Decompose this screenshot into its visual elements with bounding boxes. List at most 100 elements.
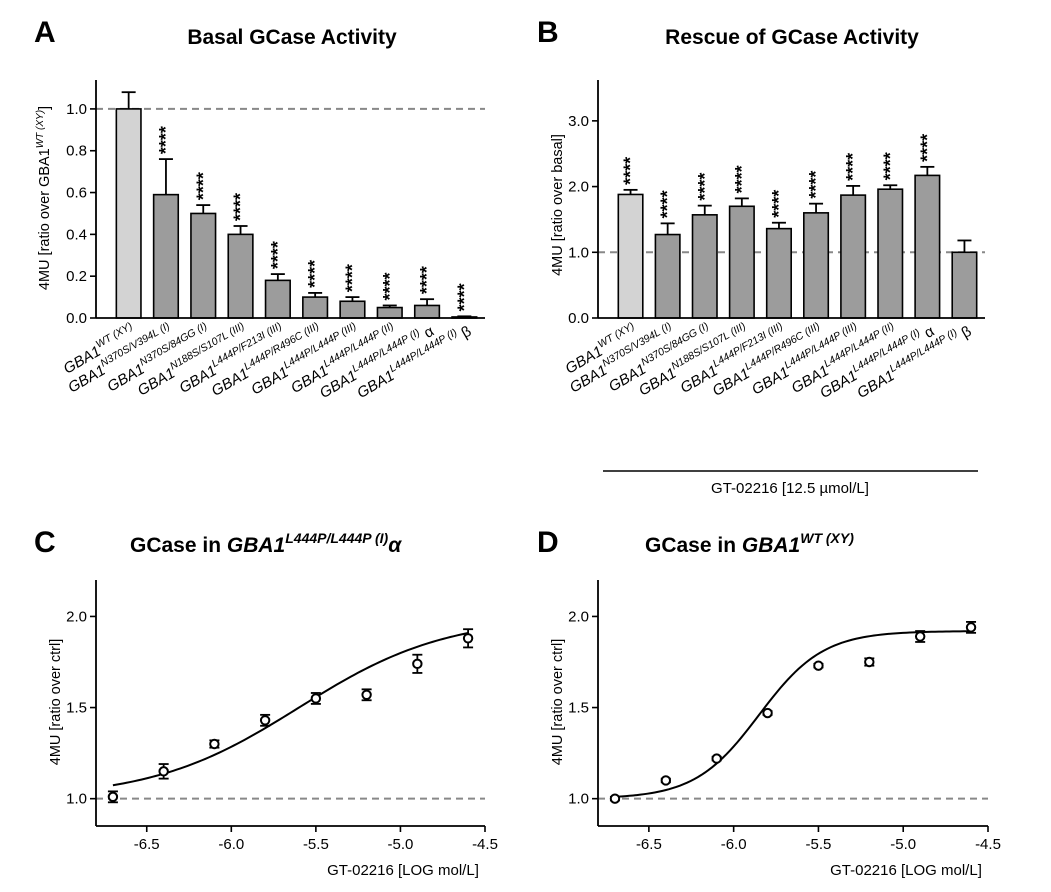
panel-a-y-tick-label: 1.0 bbox=[66, 101, 87, 118]
panel-a-bar bbox=[264, 279, 291, 319]
panel-b-bar bbox=[728, 205, 755, 319]
panel-b-y-tick-label: 3.0 bbox=[568, 113, 589, 130]
panel-a-y-tick-label: 0.0 bbox=[66, 310, 87, 327]
panel-d-y-tick-label: 1.0 bbox=[568, 791, 589, 808]
panel-d-data-point bbox=[762, 707, 773, 719]
panel-c-title: GCase in GBA1L444P/L444P (I)α bbox=[130, 530, 402, 557]
panel-d-data-point bbox=[864, 656, 875, 668]
panel-c-data-point bbox=[462, 633, 474, 644]
panel-c-data-point bbox=[412, 658, 423, 670]
panel-b-bar-chart: ****GBA1WT (XY)****GBA1N370S/V394L (I)**… bbox=[550, 80, 985, 402]
panel-d-data-point bbox=[711, 753, 722, 764]
panel-d-data-point bbox=[609, 793, 621, 804]
panel-d-x-tick-label: -4.5 bbox=[975, 836, 1001, 853]
panel-b-significance-label: **** bbox=[658, 190, 678, 218]
panel-a-bar bbox=[227, 233, 254, 319]
panel-a-significance-label: **** bbox=[231, 193, 251, 221]
panel-c-x-tick-label: -4.5 bbox=[472, 836, 498, 853]
panel-b-bar bbox=[617, 193, 644, 319]
panel-a-significance-label: **** bbox=[342, 264, 362, 292]
panel-b-bar bbox=[840, 194, 867, 319]
panel-a-title: Basal GCase Activity bbox=[187, 26, 397, 49]
panel-b-title: Rescue of GCase Activity bbox=[665, 26, 919, 49]
panel-b-significance-label: **** bbox=[917, 134, 937, 162]
panel-a-significance-label: **** bbox=[193, 172, 213, 200]
panel-c-x-tick-label: -5.5 bbox=[303, 836, 329, 853]
panel-c-data-point bbox=[361, 689, 372, 700]
panel-a-bar bbox=[152, 193, 180, 319]
panel-d-x-tick-label: -6.0 bbox=[721, 836, 747, 853]
panel-letter-a: A bbox=[34, 16, 56, 49]
panel-b-bar bbox=[654, 233, 681, 319]
panel-c-y-tick-label: 1.5 bbox=[66, 700, 87, 717]
panel-b-significance-label: **** bbox=[806, 171, 826, 199]
panel-a-y-tick-label: 0.4 bbox=[66, 226, 87, 243]
panel-b-y-tick-label: 2.0 bbox=[568, 179, 589, 196]
panel-b-bar bbox=[803, 212, 830, 319]
panel-b-significance-label: **** bbox=[769, 190, 789, 218]
panel-a-significance-label: **** bbox=[417, 266, 437, 294]
panel-a-y-tick-label: 0.8 bbox=[66, 143, 87, 160]
panel-b-bar bbox=[765, 227, 792, 319]
panel-b-bar bbox=[914, 174, 941, 319]
panel-b-y-tick-label: 1.0 bbox=[568, 244, 589, 261]
panel-c-data-point bbox=[107, 791, 119, 803]
panel-d-x-tick-label: -5.0 bbox=[890, 836, 916, 853]
panel-a-bar bbox=[190, 212, 217, 319]
panel-c-data-point bbox=[259, 715, 271, 726]
panel-a-y-axis-label: 4MU [ratio over GBA1WT (XY)] bbox=[35, 106, 53, 290]
panel-d-x-tick-label: -6.5 bbox=[636, 836, 662, 853]
panel-c-x-axis-label: GT-02216 [LOG mol/L] bbox=[327, 862, 479, 879]
treatment-label: GT-02216 [12.5 µmol/L] bbox=[711, 480, 869, 497]
panel-b-significance-label: **** bbox=[732, 165, 752, 193]
panel-d-y-tick-label: 2.0 bbox=[568, 608, 589, 625]
panel-letter-c: C bbox=[34, 526, 56, 559]
panel-d-data-point bbox=[965, 622, 977, 633]
panel-a-significance-label: **** bbox=[268, 241, 288, 269]
panel-c-dose-response: 1.0 1.5 2.0 -6.5 -6.0 -5.5 -5.0 -4.5 GT-02216 [L… bbox=[48, 580, 498, 879]
panel-c-data-point bbox=[310, 693, 322, 704]
panel-b-significance-label: **** bbox=[843, 153, 863, 181]
panel-c-x-tick-label: -6.0 bbox=[218, 836, 244, 853]
panel-a-bar bbox=[376, 306, 403, 319]
panel-d-y-axis-label: 4MU [ratio over ctrl] bbox=[550, 639, 566, 766]
panel-b-y-tick-label: 0.0 bbox=[568, 310, 589, 327]
panel-a-bar-chart: GBA1WT (XY)****GBA1N370S/V394L (I)****GB… bbox=[35, 80, 485, 402]
panel-c-x-tick-label: -6.5 bbox=[134, 836, 160, 853]
panel-c-fit-curve bbox=[112, 632, 469, 787]
panel-c-y-axis-label: 4MU [ratio over ctrl] bbox=[48, 639, 64, 766]
panel-b-bar bbox=[877, 188, 904, 319]
panel-d-title: GCase in GBA1WT (XY) bbox=[645, 530, 854, 557]
panel-a-y-tick-label: 0.6 bbox=[66, 185, 87, 202]
panel-d-x-axis-label: GT-02216 [LOG mol/L] bbox=[830, 862, 982, 879]
panel-b-bar bbox=[951, 251, 978, 319]
panel-letter-b: B bbox=[537, 16, 559, 49]
panel-b-significance-label: **** bbox=[695, 173, 715, 201]
panel-d-data-point bbox=[914, 631, 926, 642]
panel-c-y-tick-label: 1.0 bbox=[66, 791, 87, 808]
panel-letter-d: D bbox=[537, 526, 559, 559]
panel-b-y-axis-label: 4MU [ratio over basal] bbox=[550, 134, 566, 276]
panel-a-significance-label: **** bbox=[380, 272, 400, 300]
panel-c-y-tick-label: 2.0 bbox=[66, 608, 87, 625]
panel-d-data-point bbox=[660, 775, 672, 786]
panel-a-bar bbox=[302, 296, 329, 319]
panel-a-bar bbox=[413, 304, 441, 319]
panel-a-bar bbox=[115, 108, 142, 319]
panel-b-significance-label: **** bbox=[880, 152, 900, 180]
panel-b-bar bbox=[691, 214, 718, 319]
panel-a-significance-label: **** bbox=[454, 283, 474, 311]
panel-d-data-point bbox=[813, 660, 824, 671]
panel-a-y-tick-label: 0.2 bbox=[66, 268, 87, 285]
panel-c-data-point bbox=[158, 766, 169, 777]
panel-a-significance-label: **** bbox=[156, 126, 176, 154]
panel-d-x-tick-label: -5.5 bbox=[806, 836, 832, 853]
panel-d-y-tick-label: 1.5 bbox=[568, 700, 589, 717]
panel-a-bar bbox=[339, 300, 366, 319]
panel-d-dose-response: 1.0 1.5 2.0 -6.5 -6.0 -5.5 -5.0 -4.5 GT-02216 [L… bbox=[550, 580, 1001, 879]
panel-a-significance-label: **** bbox=[305, 260, 325, 288]
panel-b-significance-label: **** bbox=[621, 157, 641, 185]
panel-c-x-tick-label: -5.0 bbox=[388, 836, 414, 853]
panel-c-data-point bbox=[209, 738, 220, 750]
